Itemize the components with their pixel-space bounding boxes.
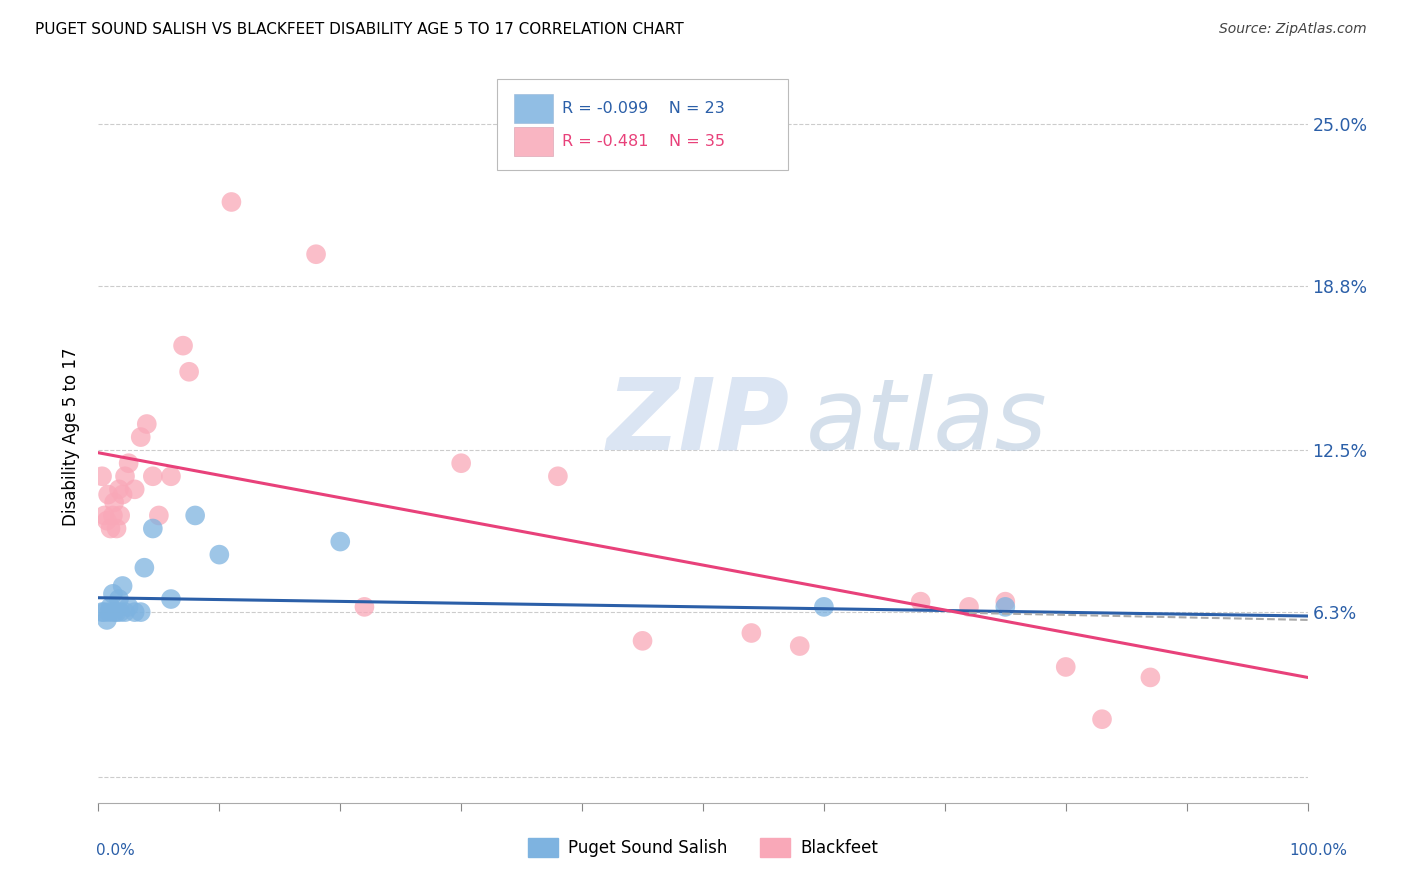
Text: PUGET SOUND SALISH VS BLACKFEET DISABILITY AGE 5 TO 17 CORRELATION CHART: PUGET SOUND SALISH VS BLACKFEET DISABILI… bbox=[35, 22, 683, 37]
Point bbox=[114, 469, 136, 483]
Legend: Puget Sound Salish, Blackfeet: Puget Sound Salish, Blackfeet bbox=[522, 831, 884, 864]
Point bbox=[118, 456, 141, 470]
Point bbox=[547, 469, 569, 483]
Point bbox=[101, 587, 124, 601]
Point bbox=[100, 599, 122, 614]
FancyBboxPatch shape bbox=[515, 94, 553, 123]
Point bbox=[96, 514, 118, 528]
Point bbox=[91, 469, 114, 483]
Point bbox=[160, 469, 183, 483]
Point bbox=[134, 560, 156, 574]
Point bbox=[97, 487, 120, 501]
Point bbox=[103, 605, 125, 619]
Text: R = -0.099    N = 23: R = -0.099 N = 23 bbox=[561, 101, 724, 116]
Text: R = -0.481    N = 35: R = -0.481 N = 35 bbox=[561, 134, 724, 149]
Point bbox=[148, 508, 170, 523]
Point bbox=[111, 487, 134, 501]
Point bbox=[108, 508, 131, 523]
Text: 100.0%: 100.0% bbox=[1289, 843, 1347, 858]
Point bbox=[108, 592, 131, 607]
Point bbox=[103, 495, 125, 509]
Point bbox=[101, 508, 124, 523]
Y-axis label: Disability Age 5 to 17: Disability Age 5 to 17 bbox=[62, 348, 80, 526]
Point bbox=[329, 534, 352, 549]
Point bbox=[96, 613, 118, 627]
Point bbox=[142, 469, 165, 483]
Point bbox=[105, 605, 128, 619]
Point bbox=[135, 417, 157, 431]
Point bbox=[114, 605, 136, 619]
Point bbox=[994, 594, 1017, 608]
Point bbox=[111, 579, 134, 593]
Point bbox=[124, 483, 146, 497]
Point bbox=[1054, 660, 1077, 674]
Point bbox=[1139, 670, 1161, 684]
FancyBboxPatch shape bbox=[498, 78, 787, 170]
Text: atlas: atlas bbox=[806, 374, 1047, 471]
Text: Source: ZipAtlas.com: Source: ZipAtlas.com bbox=[1219, 22, 1367, 37]
Point bbox=[118, 599, 141, 614]
Point bbox=[129, 605, 152, 619]
Point bbox=[184, 508, 207, 523]
Point bbox=[172, 339, 194, 353]
Point bbox=[1091, 712, 1114, 726]
Point bbox=[221, 194, 243, 209]
Point bbox=[98, 605, 121, 619]
Text: 0.0%: 0.0% bbox=[96, 843, 135, 858]
Point bbox=[994, 599, 1017, 614]
FancyBboxPatch shape bbox=[515, 127, 553, 156]
Point bbox=[208, 548, 231, 562]
Point bbox=[910, 594, 932, 608]
Point bbox=[813, 599, 835, 614]
Point bbox=[353, 599, 375, 614]
Point bbox=[450, 456, 472, 470]
Point bbox=[129, 430, 152, 444]
Point bbox=[91, 605, 114, 619]
Point bbox=[957, 599, 980, 614]
Point bbox=[305, 247, 328, 261]
Point bbox=[108, 605, 131, 619]
Point bbox=[179, 365, 201, 379]
Point bbox=[93, 508, 115, 523]
Point bbox=[160, 592, 183, 607]
Point bbox=[740, 626, 762, 640]
Point bbox=[789, 639, 811, 653]
Point bbox=[631, 633, 654, 648]
Point bbox=[108, 483, 131, 497]
Text: ZIP: ZIP bbox=[606, 374, 789, 471]
Point bbox=[93, 605, 115, 619]
Point bbox=[105, 521, 128, 535]
Point bbox=[124, 605, 146, 619]
Point bbox=[142, 521, 165, 535]
Point bbox=[100, 521, 122, 535]
